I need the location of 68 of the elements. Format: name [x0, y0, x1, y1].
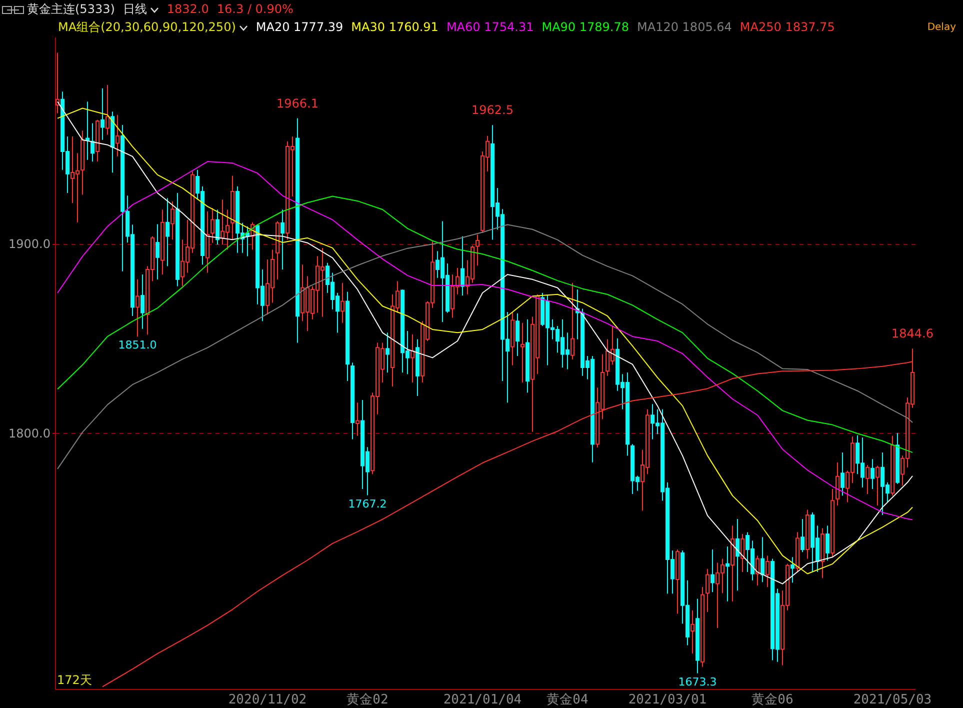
candlestick: [570, 282, 574, 360]
candlestick: [216, 209, 220, 246]
candlestick: [86, 101, 90, 160]
candlestick: [206, 210, 210, 274]
annotation: 1673.3: [678, 675, 717, 688]
text: MA120 1805.64: [637, 19, 732, 36]
candlestick: [836, 462, 840, 506]
candlestick: [116, 114, 120, 157]
candlestick: [516, 312, 520, 356]
text: MA90 1789.78: [542, 19, 630, 36]
annotation: 1851.0: [118, 338, 157, 352]
x-tick-label: 黄金04: [546, 692, 588, 708]
candlestick: [690, 610, 694, 654]
candlestick: [210, 207, 214, 244]
candlestick: [790, 556, 794, 584]
candlestick: [340, 282, 344, 324]
x-tick-label: 2021/05/03: [853, 692, 932, 708]
candlestick: [356, 402, 360, 436]
candlestick: [166, 198, 170, 267]
x-tick-label: 2021/03/01: [628, 692, 707, 708]
candlestick: [56, 52, 60, 114]
candlestick: [100, 88, 104, 140]
candlestick: [766, 555, 770, 588]
candlestick: [156, 224, 160, 280]
candlestick: [840, 452, 844, 496]
annotation: 1844.6: [892, 326, 934, 341]
candlestick: [280, 209, 284, 270]
annotation: 1966.1: [276, 96, 318, 110]
candlestick: [866, 464, 870, 494]
text: MA20 1777.39: [256, 19, 344, 36]
candlestick: [520, 322, 524, 384]
x-tick-label: 2021/01/04: [443, 692, 522, 708]
annotation: 172天: [57, 672, 92, 689]
annotation: 1962.5: [472, 103, 514, 118]
chart-title: 黄金主连(5333): [27, 1, 115, 18]
text: 1832.0: [166, 1, 209, 18]
text: Delay: [927, 21, 956, 35]
candlestick: [740, 533, 744, 573]
text: MA组合(20,30,60,90,120,250): [58, 19, 236, 36]
candlestick: [870, 458, 874, 490]
x-tick-label: 黄金06: [752, 692, 794, 708]
x-tick-label: 2020/11/02: [228, 692, 307, 708]
annotation: 1767.2: [348, 497, 387, 510]
candlestick: [170, 200, 174, 240]
candlestick: [710, 549, 714, 593]
candlestick: [736, 518, 740, 591]
text: 16.3 / 0.90%: [216, 1, 294, 18]
candlestick: [726, 546, 730, 602]
candlestick: [826, 525, 830, 561]
candlestick: [706, 568, 710, 613]
candlestick: [476, 234, 480, 266]
text: 日线: [122, 1, 147, 18]
candlestick: [460, 236, 464, 296]
candlestick: [386, 332, 390, 373]
candlestick: [140, 274, 144, 330]
text: MA250 1837.75: [740, 19, 835, 36]
x-tick-label: 黄金02: [346, 692, 388, 708]
y-tick-label: 1800.0: [8, 426, 50, 441]
text: MA30 1760.91: [351, 19, 438, 36]
candlestick: [136, 278, 140, 337]
candlestick: [756, 555, 760, 586]
candlestick: [760, 536, 764, 583]
candlestick: [106, 84, 110, 136]
text: MA60 1754.31: [446, 19, 534, 36]
candlestick: [800, 518, 804, 553]
candlestick: [90, 122, 94, 162]
candlestick: [876, 465, 880, 506]
y-tick-label: 1900.0: [8, 237, 50, 252]
